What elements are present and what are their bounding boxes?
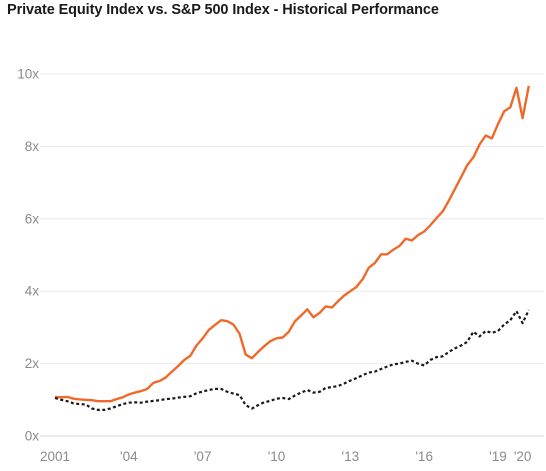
x-tick-label: '07 xyxy=(194,449,212,464)
x-tick-label: '16 xyxy=(415,449,433,464)
x-tick-label: 2001 xyxy=(40,449,70,464)
y-tick-label: 2x xyxy=(25,356,40,371)
x-tick-label: '04 xyxy=(120,449,138,464)
y-tick-label: 4x xyxy=(25,284,40,299)
y-tick-label: 10x xyxy=(17,67,39,82)
x-axis-ticks: 2001 '04 '07 '10 '13 '16 '19 '20 xyxy=(40,449,531,464)
y-tick-label: 0x xyxy=(25,429,40,444)
x-tick-label: '20 xyxy=(514,449,532,464)
y-axis-ticks: 0x 2x 4x 6x 8x 10x xyxy=(17,67,39,444)
series-lines xyxy=(54,85,530,411)
x-tick-label: '19 xyxy=(489,449,507,464)
x-tick-label: '13 xyxy=(342,449,360,464)
y-tick-label: 8x xyxy=(25,139,40,154)
y-tick-label: 6x xyxy=(25,211,40,226)
series-line-1 xyxy=(54,85,530,403)
chart-title: Private Equity Index vs. S&P 500 Index -… xyxy=(7,2,439,18)
gridlines xyxy=(40,73,544,437)
x-tick-label: '10 xyxy=(268,449,286,464)
